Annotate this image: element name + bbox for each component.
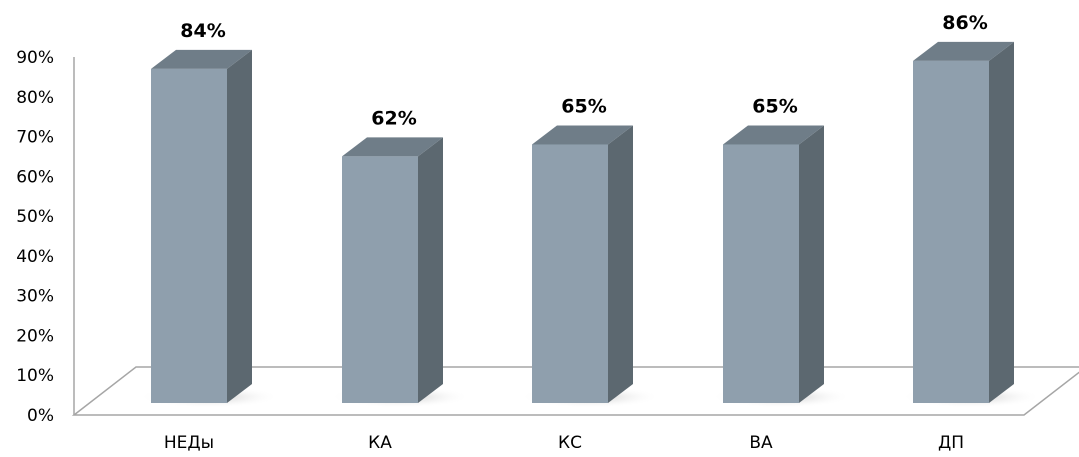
data-label-3: 65%	[561, 95, 606, 117]
x-category-label: ВА	[749, 433, 773, 453]
bar-side-3	[608, 125, 633, 403]
bar-top-4	[723, 125, 824, 145]
x-category-label: КА	[368, 433, 392, 453]
x-category-label: НЕДы	[164, 433, 214, 453]
y-tick-label: 70%	[16, 128, 54, 148]
bar-top-2	[342, 137, 443, 157]
data-label-5: 86%	[942, 12, 987, 34]
y-tick-label: 10%	[16, 366, 54, 386]
bar-1	[151, 68, 227, 403]
y-tick-label: 20%	[16, 326, 54, 346]
data-label-2: 62%	[371, 107, 416, 129]
y-tick-label: 30%	[16, 287, 54, 307]
y-tick-label: 40%	[16, 247, 54, 267]
bar-5	[913, 60, 989, 404]
y-tick-label: 60%	[16, 167, 54, 187]
y-tick-label: 0%	[27, 406, 54, 426]
bar-top-5	[913, 41, 1014, 61]
x-category-label: КС	[558, 433, 582, 453]
y-tick-label: 80%	[16, 88, 54, 108]
y-tick-label: 50%	[16, 207, 54, 227]
data-label-4: 65%	[752, 95, 797, 117]
bar-side-4	[799, 125, 824, 403]
x-category-label: ДП	[938, 433, 964, 453]
y-tick-label: 90%	[16, 48, 54, 68]
bar-top-1	[151, 49, 252, 69]
bar-4	[723, 144, 799, 403]
bar-3	[532, 144, 608, 403]
bar-side-2	[418, 137, 443, 403]
bar-2	[342, 156, 418, 403]
bar-top-3	[532, 125, 633, 145]
bar-side-5	[989, 41, 1014, 404]
bar-side-1	[227, 49, 252, 403]
data-label-1: 84%	[180, 20, 225, 42]
